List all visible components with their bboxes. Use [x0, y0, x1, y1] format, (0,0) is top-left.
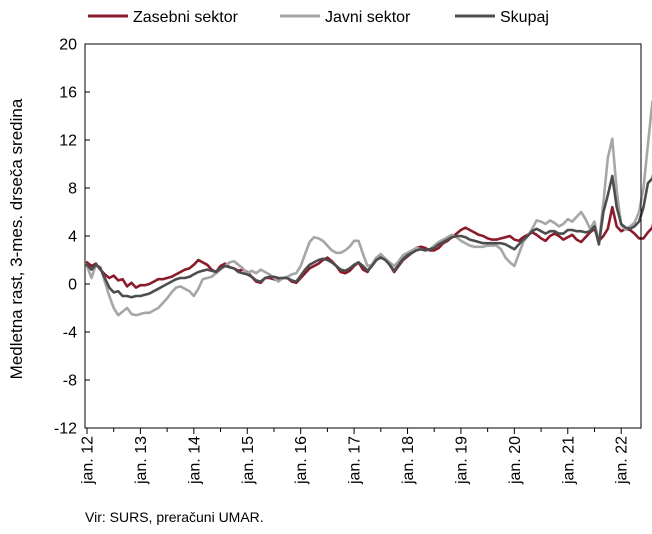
- x-tick-label: jan. 20: [507, 436, 524, 485]
- x-tick-label: jan. 17: [347, 436, 364, 485]
- x-tick-label: jan. 18: [400, 436, 417, 485]
- series-line-skupaj: [85, 173, 652, 299]
- x-tick-label: jan. 15: [240, 436, 257, 485]
- x-tick-label: jan. 13: [133, 436, 150, 485]
- x-tick-label: jan. 14: [186, 436, 203, 485]
- x-tick-label: jan. 22: [614, 436, 631, 485]
- plot-frame: [84, 43, 642, 429]
- y-axis-title: Medletna rast, 3-mes. drseča sredina: [7, 98, 26, 379]
- x-tick-label: jan. 16: [293, 436, 310, 485]
- y-tick-label: 0: [68, 277, 77, 294]
- y-tick-label: -8: [63, 373, 77, 390]
- y-tick-label: 12: [59, 133, 77, 150]
- chart-legend: Zasebni sektor Javni sektor Skupaj: [88, 9, 549, 26]
- y-tick-label: -4: [63, 325, 77, 342]
- legend-label-skupaj: Skupaj: [500, 9, 549, 26]
- legend-label-javni-sektor: Javni sektor: [325, 9, 411, 26]
- y-tick-label: -12: [54, 421, 77, 438]
- y-axis-title-group: Medletna rast, 3-mes. drseča sredina: [7, 98, 26, 379]
- y-tick-label: 16: [59, 85, 77, 102]
- x-tick-label: jan. 12: [80, 436, 97, 485]
- series-line-javni-sektor: [85, 99, 652, 317]
- y-axis-ticks: -12 -8 -4 0 4 8 12 16 20: [54, 37, 90, 438]
- y-tick-label: 4: [68, 229, 77, 246]
- x-axis-ticks: jan. 12 jan. 13 jan. 14 jan. 15 jan. 16 jan. …: [80, 428, 631, 485]
- chart-series: [85, 99, 652, 317]
- y-tick-label: 8: [68, 181, 77, 198]
- y-tick-label: 20: [59, 37, 77, 54]
- legend-label-zasebni-sektor: Zasebni sektor: [133, 9, 239, 26]
- x-tick-label: jan. 19: [453, 436, 470, 485]
- x-tick-label: jan. 21: [560, 436, 577, 485]
- series-line-zasebni-sektor: [85, 205, 652, 289]
- source-note: Vir: SURS, preračuni UMAR.: [85, 509, 264, 525]
